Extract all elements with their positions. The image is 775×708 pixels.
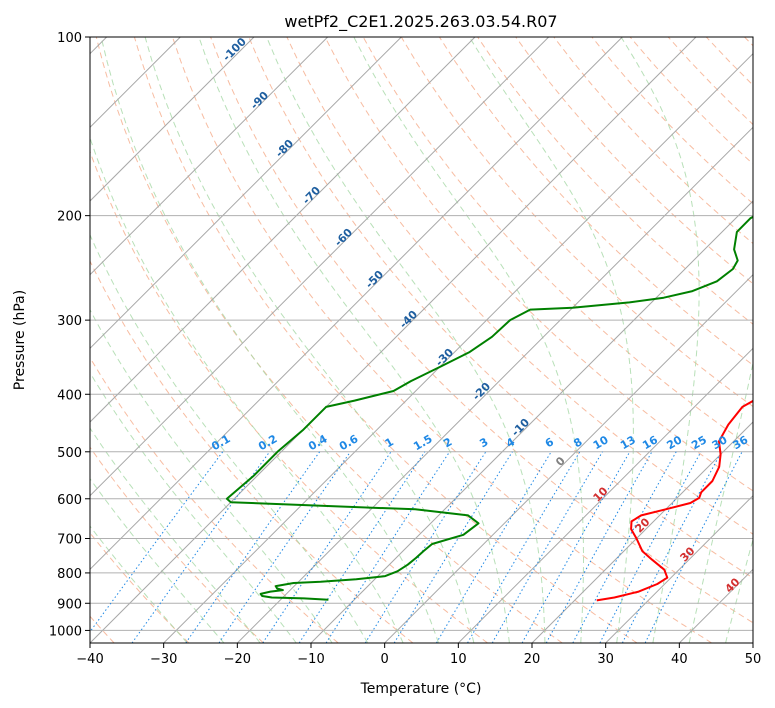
moist-adiabat-line	[90, 308, 333, 643]
y-axis: 100 200 300 400 500 600 700 800 900 1000	[49, 31, 90, 639]
y-tick-label: 900	[57, 597, 82, 612]
moist-adiabat-line	[90, 233, 369, 643]
isotherm-line	[163, 52, 753, 643]
mixing-ratio-line	[218, 451, 351, 643]
moist-adiabat-line	[725, 537, 753, 643]
moist-adiabat-line	[90, 371, 297, 643]
x-tick-label: 20	[524, 652, 541, 667]
moist-adiabat-line	[90, 525, 188, 643]
isotherm-line	[457, 347, 753, 643]
mixing-ratio-line	[131, 451, 271, 643]
mixing-ratio-line	[435, 451, 552, 643]
moist-adiabat-line	[198, 37, 510, 643]
y-axis-label: Pressure (hPa)	[12, 290, 28, 390]
dry-adiabat-line	[90, 446, 264, 643]
dry-adiabat-line	[515, 37, 753, 285]
mixing-ratio-line	[364, 451, 487, 643]
isotherm-line	[531, 421, 753, 643]
dry-adiabat-line	[90, 259, 414, 643]
chart-title: wetPf2_C2E1.2025.263.03.54.R07	[284, 12, 557, 32]
dry-adiabat-line	[133, 37, 638, 643]
y-tick-label: 600	[57, 493, 82, 508]
moist-adiabat-line	[100, 37, 439, 643]
moist-adiabat-line	[90, 136, 404, 643]
x-tick-label: −10	[297, 652, 324, 667]
dry-adiabat-line	[210, 37, 753, 624]
temperature-profile-line	[596, 399, 753, 602]
dry-adiabat-line	[286, 37, 753, 535]
profiles	[225, 215, 753, 602]
dry-adiabat-line	[172, 37, 712, 643]
isotherm-line	[90, 37, 550, 497]
y-tick-label: 1000	[49, 624, 82, 639]
isotherm-line	[384, 273, 753, 643]
x-tick-label: 0	[381, 652, 389, 667]
moist-adiabat-line	[688, 360, 753, 643]
y-tick-label: 500	[57, 446, 82, 461]
mixing-ratio-line	[545, 451, 653, 643]
mixing-ratio-line	[185, 451, 321, 643]
isotherm-line	[90, 37, 402, 350]
x-axis: −40 −30 −20 −10 0 10 20 30 40 50	[76, 643, 761, 667]
y-tick-label: 300	[57, 314, 82, 329]
isotherms	[90, 37, 753, 643]
x-tick-label: 30	[597, 652, 614, 667]
isotherm-line	[310, 200, 753, 643]
moist-adiabat-line	[90, 427, 261, 643]
y-tick-label: 700	[57, 533, 82, 548]
plot-frame	[89, 36, 754, 644]
moist-adiabat-line	[90, 477, 225, 643]
dry-adiabat-line	[95, 37, 563, 643]
mixing-ratio-line	[599, 451, 702, 643]
x-axis-label: Temperature (°C)	[360, 681, 482, 697]
isotherm-line	[90, 37, 329, 276]
dry-adiabat-line	[248, 37, 753, 579]
mixing-ratio-line	[262, 451, 392, 643]
isotherm-line	[236, 126, 753, 643]
x-tick-label: −40	[76, 652, 103, 667]
isotherm-line	[90, 37, 476, 423]
x-tick-label: 40	[671, 652, 688, 667]
moist-adiabats	[90, 37, 753, 643]
mixing-ratio-line	[298, 451, 426, 643]
x-tick-label: 10	[450, 652, 467, 667]
x-tick-label: 50	[745, 652, 762, 667]
y-tick-label: 100	[57, 31, 82, 46]
moist-adiabat-line	[266, 37, 546, 643]
dry-adiabat-line	[90, 356, 339, 643]
mixing-ratio-line	[521, 451, 631, 643]
mixing-ratio-line	[325, 451, 451, 643]
dry-adiabats	[90, 37, 753, 643]
isotherm-line	[90, 37, 697, 643]
dewpoint-profile-line	[225, 215, 753, 601]
mixing-ratio-line	[90, 451, 224, 633]
y-tick-label: 800	[57, 567, 82, 582]
mixing-ratio-line	[572, 451, 677, 643]
dry-adiabat-line	[324, 37, 753, 492]
y-tick-label: 200	[57, 210, 82, 225]
moist-adiabat-line	[144, 37, 475, 643]
moist-adiabat-line	[620, 37, 700, 643]
mixing-ratio-lines	[90, 451, 743, 643]
y-tick-label: 400	[57, 388, 82, 403]
dry-adiabat-line	[477, 37, 753, 325]
isotherm-line	[90, 37, 255, 202]
moist-adiabat-line	[353, 37, 584, 643]
mixing-ratio-line	[644, 451, 743, 643]
x-tick-label: −30	[150, 652, 177, 667]
x-tick-label: −20	[224, 652, 251, 667]
isotherm-line	[90, 37, 623, 571]
isotherm-line	[605, 494, 753, 643]
